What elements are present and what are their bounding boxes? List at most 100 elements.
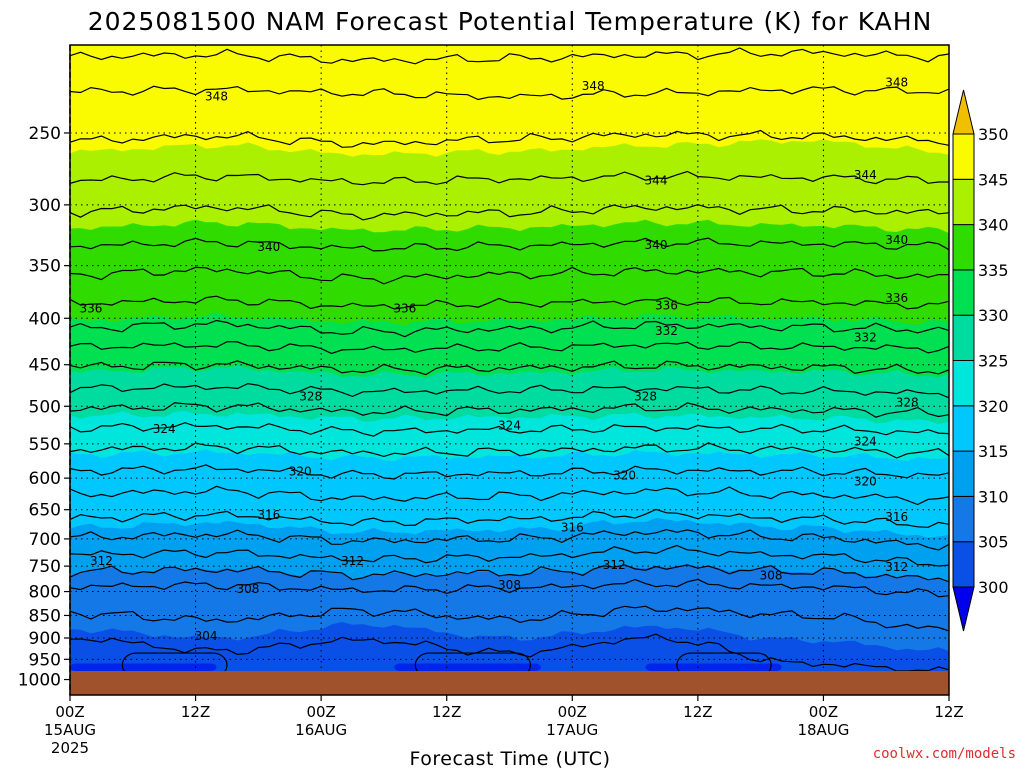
x-tick-date-2: 16AUG — [295, 721, 347, 739]
contour-label-316: 316 — [257, 508, 280, 522]
contour-342 — [70, 203, 949, 221]
y-tick-label-250: 250 — [29, 124, 61, 144]
colorbar-label-305: 305 — [978, 533, 1009, 552]
contour-312 — [70, 544, 949, 567]
y-tick-label-850: 850 — [29, 606, 61, 626]
contour-310 — [70, 564, 949, 583]
contour-label-316: 316 — [885, 510, 908, 524]
x-tick-date-4: 17AUG — [546, 721, 598, 739]
x-tick-year-0: 2025 — [51, 739, 89, 757]
colorbar-label-350: 350 — [978, 125, 1009, 144]
contour-304 — [70, 633, 949, 672]
contour-label-316: 316 — [561, 520, 584, 534]
colorbar-swatch-315 — [952, 405, 975, 452]
cold-pool-3 — [645, 663, 782, 671]
contour-label-328: 328 — [634, 390, 657, 404]
colorbar-swatch-325 — [952, 314, 975, 362]
contour-label-312: 312 — [90, 554, 113, 568]
ground-fill — [70, 671, 949, 695]
contour-label-324: 324 — [854, 435, 877, 449]
contour-label-324: 324 — [498, 418, 521, 432]
contour-332 — [70, 341, 949, 355]
contour-322 — [70, 442, 949, 459]
ground-layer — [70, 671, 949, 695]
y-tick-label-550: 550 — [29, 435, 61, 455]
contour-344 — [70, 170, 949, 186]
y-tick-label-500: 500 — [29, 397, 61, 417]
colorbar-swatch-345 — [952, 133, 975, 180]
contour-label-320: 320 — [854, 474, 877, 488]
color-bands — [70, 139, 949, 695]
contour-label-336: 336 — [393, 301, 416, 315]
cold-pool-2 — [394, 663, 541, 671]
contour-lines — [70, 47, 949, 678]
contour-label-348: 348 — [582, 79, 605, 93]
colorbar-swatch-305 — [952, 495, 975, 543]
credit-text: coolwx.com/models — [873, 746, 1016, 762]
colorbar-label-335: 335 — [978, 261, 1009, 280]
contour-328 — [70, 382, 949, 399]
chart-title: 2025081500 NAM Forecast Potential Temper… — [88, 7, 933, 36]
contour-320 — [70, 464, 949, 480]
contour-348 — [70, 85, 949, 101]
contour-326 — [70, 402, 949, 418]
contour-306 — [70, 605, 949, 632]
contour-labels: 348 348 348 344 344 340 340 340 336 336 336 336 332 3… — [79, 76, 918, 643]
contour-350 — [70, 47, 949, 65]
contour-label-312: 312 — [341, 554, 364, 568]
contour-label-336: 336 — [655, 298, 678, 312]
x-tick-label-2: 00Z — [306, 703, 335, 721]
x-tick-label-6: 00Z — [809, 703, 838, 721]
contour-label-332: 332 — [655, 324, 678, 338]
colorbar-label-315: 315 — [978, 442, 1009, 461]
contour-label-340: 340 — [885, 233, 908, 247]
colorbar-extend-top — [952, 89, 975, 135]
cold-pool-1 — [70, 663, 217, 671]
colorbar-swatch-335 — [952, 224, 975, 271]
contour-label-320: 320 — [289, 465, 312, 479]
contour-label-308: 308 — [760, 568, 783, 582]
x-tick-label-3: 12Z — [432, 703, 461, 721]
colorbar-swatch-320 — [952, 360, 975, 407]
contour-label-312: 312 — [603, 558, 626, 572]
y-tick-label-700: 700 — [29, 530, 61, 550]
contour-label-348: 348 — [205, 90, 228, 104]
x-tick-date-6: 18AUG — [797, 721, 849, 739]
contour-label-344: 344 — [645, 173, 668, 187]
y-tick-label-450: 450 — [29, 356, 61, 376]
colorbar-swatch-300 — [952, 541, 975, 588]
x-tick-date-0: 15AUG — [44, 721, 96, 739]
contour-316 — [70, 508, 949, 528]
y-axis-ticks: 250 300 350 400 450 500 550 600 650 700 750 800 850 9… — [18, 124, 70, 691]
colorbar-swatch-330 — [952, 269, 975, 316]
colorbar-swatch-340 — [952, 178, 975, 226]
contour-label-340: 340 — [257, 240, 280, 254]
y-tick-label-950: 950 — [29, 650, 61, 670]
contour-318 — [70, 485, 949, 506]
contour-label-328: 328 — [896, 395, 919, 409]
contour-label-308: 308 — [498, 578, 521, 592]
contour-340 — [70, 237, 949, 252]
contour-338 — [70, 266, 949, 285]
y-tick-label-400: 400 — [29, 309, 61, 329]
contour-346 — [70, 129, 949, 148]
x-tick-label-1: 12Z — [181, 703, 210, 721]
y-tick-label-800: 800 — [29, 583, 61, 603]
colorbar-label-330: 330 — [978, 306, 1009, 325]
contour-label-348: 348 — [885, 76, 908, 90]
colorbar-label-345: 345 — [978, 170, 1009, 189]
y-tick-label-900: 900 — [29, 629, 61, 649]
x-tick-label-4: 00Z — [558, 703, 587, 721]
contour-label-304: 304 — [195, 629, 218, 643]
colorbar-label-320: 320 — [978, 397, 1009, 416]
y-tick-label-600: 600 — [29, 469, 61, 489]
contour-334 — [70, 319, 949, 338]
colorbar-swatch-310 — [952, 450, 975, 497]
contour-label-344: 344 — [854, 168, 877, 182]
x-tick-label-5: 12Z — [683, 703, 712, 721]
contour-label-320: 320 — [613, 469, 636, 483]
contour-label-332: 332 — [854, 331, 877, 345]
contour-314 — [70, 528, 949, 551]
